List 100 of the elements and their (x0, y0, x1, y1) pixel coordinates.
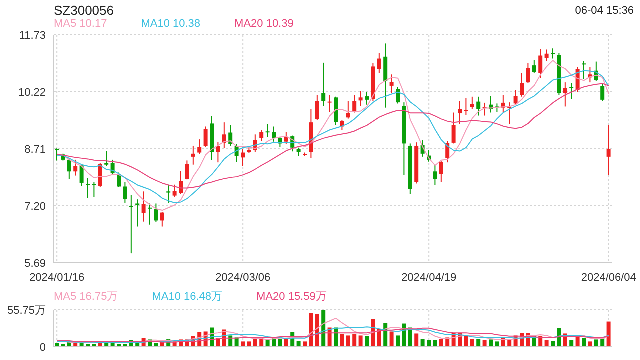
bar (544, 340, 549, 347)
candlestick (377, 52, 382, 74)
candlestick (172, 184, 177, 198)
bar (247, 342, 252, 347)
bar (365, 336, 369, 347)
x-tick-label: 2024/01/16 (30, 272, 85, 284)
candlestick (154, 203, 158, 223)
bar (278, 339, 282, 347)
bar (346, 336, 350, 347)
bar (390, 332, 394, 347)
candlestick (514, 90, 518, 106)
candlestick (98, 162, 102, 188)
bar (427, 340, 431, 347)
bar (551, 341, 555, 347)
candlestick (352, 94, 357, 114)
text: MA10 10.38 (141, 18, 201, 30)
candlestick (74, 159, 78, 176)
bar (476, 339, 481, 347)
candlestick (358, 90, 363, 107)
candlestick (544, 49, 549, 62)
candlestick (92, 182, 96, 198)
bar (309, 313, 314, 347)
x-tick-label: 2024/04/19 (402, 272, 457, 284)
candlestick (185, 160, 190, 180)
candlestick (204, 126, 208, 148)
candlestick (600, 82, 605, 102)
bar (482, 340, 487, 347)
candlestick (476, 96, 481, 116)
text: MA20 15.59万 (256, 291, 327, 303)
candlestick (538, 48, 543, 79)
candlestick (160, 212, 164, 228)
candlestick (166, 184, 171, 204)
bar (570, 340, 574, 347)
y-tick-label: 10.22 (18, 86, 46, 99)
candlestick (606, 124, 611, 176)
bar (594, 340, 598, 347)
candlestick (142, 191, 146, 222)
candlestick (322, 62, 326, 107)
bar (396, 336, 400, 347)
bar (582, 338, 586, 347)
bar (322, 310, 326, 347)
bar (470, 339, 474, 347)
bar (296, 341, 301, 347)
candlestick (433, 164, 438, 186)
candlestick (458, 100, 462, 125)
candlestick (452, 112, 456, 144)
candlestick (526, 62, 530, 84)
bar (358, 336, 363, 347)
bar (489, 340, 493, 347)
candlestick (216, 142, 220, 164)
candlestick (464, 98, 468, 116)
candlestick (532, 60, 536, 74)
candlestick (551, 48, 555, 60)
text: MA5 16.75万 (54, 291, 118, 303)
candlestick (508, 102, 512, 125)
candlestick (260, 130, 264, 142)
candlestick (396, 86, 400, 104)
bar (464, 336, 468, 347)
candlestick (266, 124, 270, 138)
bar (433, 340, 438, 347)
bar (588, 342, 592, 347)
candlestick (582, 60, 586, 80)
y-tick-label: 8.71 (24, 144, 46, 156)
candlestick (67, 158, 72, 180)
candlestick (470, 96, 474, 110)
bar (414, 334, 419, 347)
candlestick (86, 178, 90, 199)
text: MA20 10.39 (234, 18, 294, 30)
candlestick (520, 72, 524, 98)
candlestick (272, 126, 276, 142)
bar (384, 323, 388, 347)
text: 06-04 15:36 (575, 5, 634, 17)
bar (495, 342, 500, 347)
candlestick (136, 199, 140, 228)
x-tick-label: 2024/03/06 (216, 272, 271, 284)
chart-title: SZ300056 (54, 3, 114, 18)
candlestick (222, 122, 226, 149)
candlestick (198, 139, 202, 155)
y-tick-label: 5.69 (24, 258, 46, 270)
candlestick (179, 170, 183, 195)
candlestick (365, 92, 369, 106)
candlestick (104, 150, 109, 167)
candlestick (191, 145, 196, 166)
candlestick (570, 82, 574, 100)
bar (420, 339, 425, 347)
bar (340, 334, 344, 347)
bar (241, 342, 245, 347)
candlestick (390, 74, 394, 94)
candlestick (315, 94, 320, 121)
text: MA5 10.17 (54, 18, 108, 30)
x-tick-label: 2024/06/04 (581, 272, 636, 284)
candlestick (284, 132, 288, 145)
bar (352, 334, 357, 347)
bar (606, 322, 611, 347)
candlestick (439, 160, 444, 183)
text: MA10 16.48万 (152, 291, 223, 303)
candlestick (328, 94, 332, 113)
candlestick (129, 194, 134, 254)
y-tick-label: 11.73 (19, 30, 46, 42)
bar (439, 339, 444, 347)
